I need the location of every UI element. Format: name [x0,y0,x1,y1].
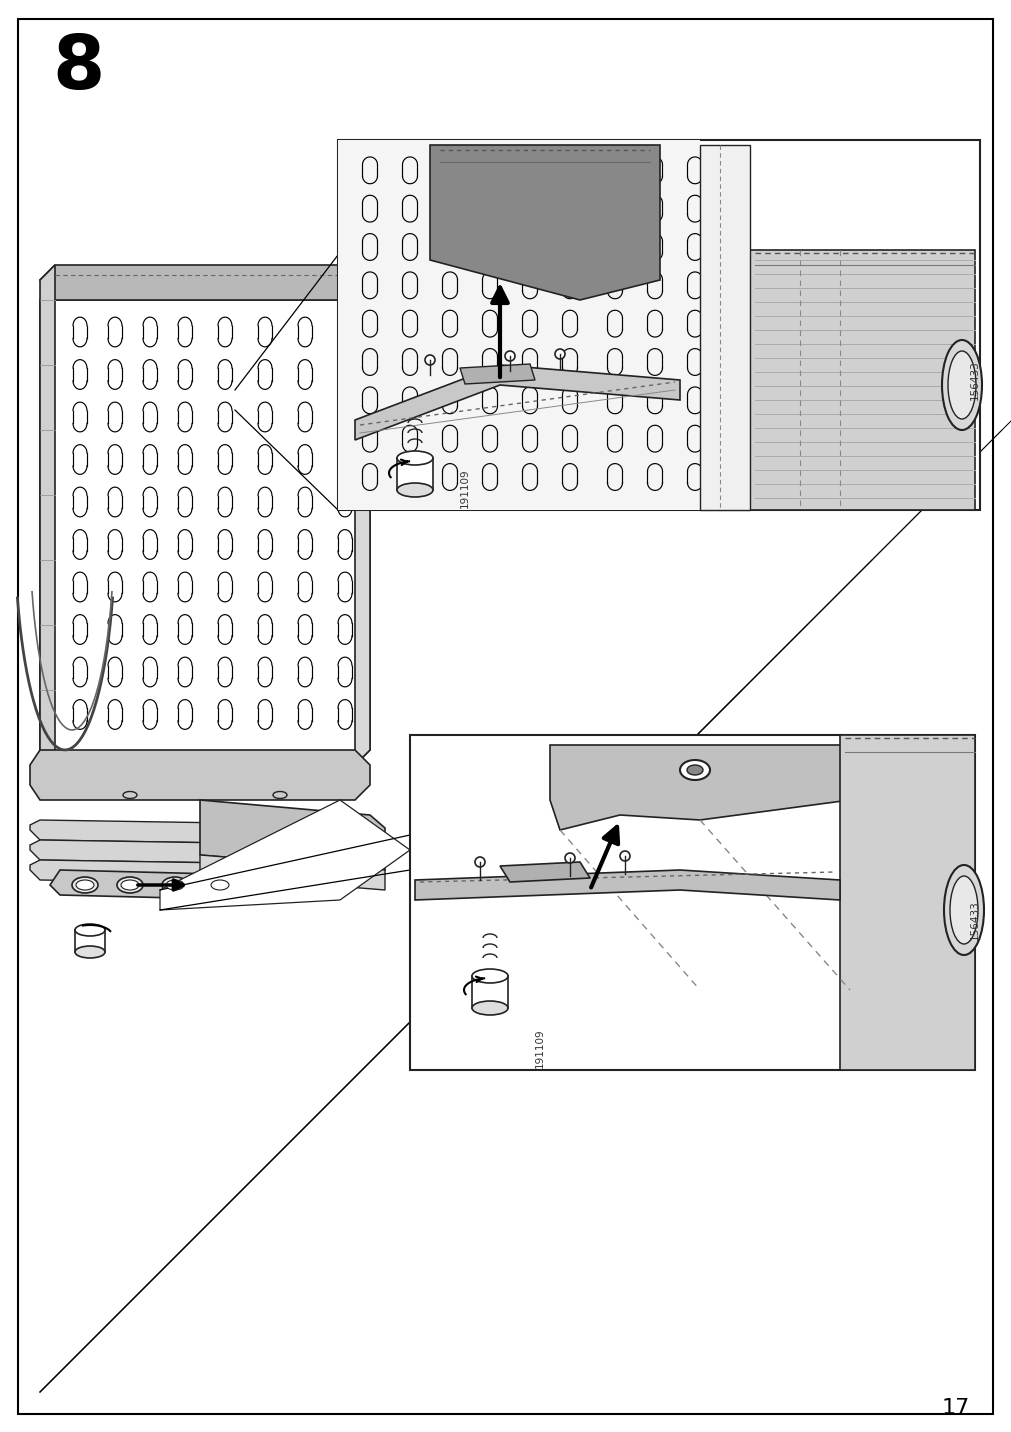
Ellipse shape [396,483,433,497]
Polygon shape [40,265,55,765]
Polygon shape [549,745,849,831]
Polygon shape [30,821,370,845]
Ellipse shape [123,792,136,799]
Polygon shape [700,145,749,510]
Polygon shape [30,750,370,800]
Polygon shape [200,800,384,871]
Bar [409,735,974,1070]
Polygon shape [749,251,974,510]
Ellipse shape [72,876,98,894]
Ellipse shape [686,765,703,775]
Polygon shape [430,145,659,299]
Polygon shape [50,871,265,899]
Ellipse shape [117,876,143,894]
Bar [338,140,979,510]
Circle shape [474,856,484,866]
Polygon shape [460,364,535,384]
Polygon shape [30,861,370,885]
Polygon shape [415,871,839,899]
Bar [471,977,508,1008]
Circle shape [504,351,515,361]
Text: 156433: 156433 [969,901,979,939]
Polygon shape [499,862,589,882]
Circle shape [620,851,630,861]
Ellipse shape [471,969,508,982]
Bar [338,140,700,510]
Text: 17: 17 [941,1398,970,1418]
Bar [75,929,105,952]
Ellipse shape [947,351,975,420]
Ellipse shape [471,1001,508,1015]
Text: 191109: 191109 [460,468,469,508]
Polygon shape [160,800,409,909]
Bar [396,458,433,490]
Polygon shape [200,855,384,891]
Ellipse shape [941,339,981,430]
Ellipse shape [121,881,139,891]
Ellipse shape [162,876,188,894]
Polygon shape [355,365,679,440]
Ellipse shape [943,865,983,955]
Text: 8: 8 [52,32,104,105]
Circle shape [564,853,574,863]
Ellipse shape [75,924,105,937]
Circle shape [554,349,564,359]
Ellipse shape [396,451,433,465]
Polygon shape [355,265,370,765]
Text: 191109: 191109 [535,1028,545,1068]
Ellipse shape [273,792,287,799]
Text: 156433: 156433 [969,361,979,400]
Ellipse shape [76,881,94,891]
Polygon shape [40,265,370,299]
Circle shape [425,355,435,365]
Polygon shape [839,735,974,1070]
Ellipse shape [75,947,105,958]
Polygon shape [30,841,370,865]
Ellipse shape [166,881,184,891]
Ellipse shape [207,876,233,894]
Ellipse shape [679,760,710,780]
Ellipse shape [949,876,977,944]
Ellipse shape [210,881,228,891]
Polygon shape [40,299,370,765]
